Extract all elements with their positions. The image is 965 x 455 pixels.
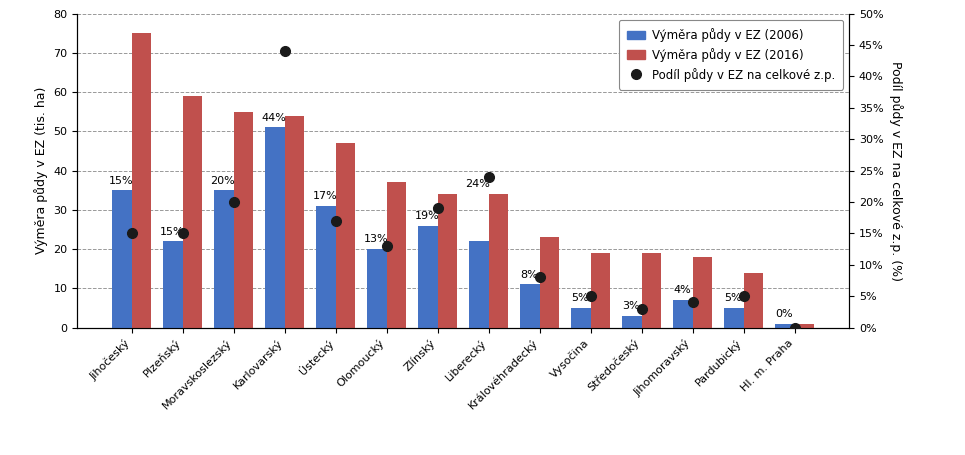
Bar [418, 226, 438, 328]
Text: 8%: 8% [520, 270, 538, 280]
Text: 13%: 13% [364, 234, 388, 244]
Bar [775, 324, 795, 328]
Bar [131, 33, 152, 328]
Bar [285, 116, 304, 328]
Bar [674, 300, 693, 328]
Text: 15%: 15% [109, 176, 133, 186]
Text: 4%: 4% [674, 285, 691, 295]
Y-axis label: Výměra půdy v EZ (tis. ha): Výměra půdy v EZ (tis. ha) [34, 87, 48, 254]
Podíl půdy v EZ na celkové z.p. [789, 325, 801, 330]
Bar [438, 194, 457, 328]
Bar [539, 238, 559, 328]
Bar [622, 316, 642, 328]
Podíl půdy v EZ na celkové z.p. [228, 199, 239, 205]
Bar [469, 241, 488, 328]
Bar [591, 253, 610, 328]
Text: 3%: 3% [622, 301, 640, 311]
Bar [642, 253, 661, 328]
Bar [693, 257, 712, 328]
Podíl půdy v EZ na celkové z.p. [738, 293, 750, 299]
Bar [520, 284, 539, 328]
Podíl půdy v EZ na celkové z.p. [125, 231, 137, 236]
Podíl půdy v EZ na celkové z.p. [534, 275, 545, 280]
Podíl půdy v EZ na celkové z.p. [687, 300, 699, 305]
Text: 5%: 5% [571, 293, 589, 303]
Bar [387, 182, 406, 328]
Text: 20%: 20% [210, 176, 235, 186]
Line: Podíl půdy v EZ na celkové z.p.: Podíl půdy v EZ na celkové z.p. [126, 46, 800, 333]
Text: 17%: 17% [313, 191, 338, 201]
Text: 44%: 44% [262, 113, 287, 123]
Bar [317, 206, 336, 328]
Podíl půdy v EZ na celkové z.p. [432, 206, 444, 211]
Podíl půdy v EZ na celkové z.p. [279, 49, 290, 54]
Bar [571, 308, 591, 328]
Podíl půdy v EZ na celkové z.p. [482, 174, 494, 180]
Text: 24%: 24% [465, 179, 490, 189]
Bar [368, 249, 387, 328]
Bar [182, 96, 202, 328]
Bar [163, 241, 182, 328]
Text: 19%: 19% [415, 211, 439, 221]
Legend: Výměra půdy v EZ (2006), Výměra půdy v EZ (2016), Podíl půdy v EZ na celkové z.p: Výměra půdy v EZ (2006), Výměra půdy v E… [619, 20, 843, 90]
Podíl půdy v EZ na celkové z.p. [330, 218, 342, 223]
Y-axis label: Podíl půdy v EZ na celkové z.p. (%): Podíl půdy v EZ na celkové z.p. (%) [889, 61, 903, 281]
Bar [725, 308, 744, 328]
Bar [795, 324, 814, 328]
Text: 0%: 0% [775, 309, 793, 319]
Bar [112, 190, 131, 328]
Bar [488, 194, 509, 328]
Bar [214, 190, 234, 328]
Text: 15%: 15% [159, 227, 184, 237]
Podíl půdy v EZ na celkové z.p. [381, 243, 393, 249]
Bar [336, 143, 355, 328]
Podíl půdy v EZ na celkové z.p. [636, 306, 648, 312]
Podíl půdy v EZ na celkové z.p. [585, 293, 596, 299]
Bar [744, 273, 763, 328]
Text: 5%: 5% [724, 293, 742, 303]
Bar [234, 112, 253, 328]
Bar [265, 127, 285, 328]
Podíl půdy v EZ na celkové z.p. [177, 231, 188, 236]
